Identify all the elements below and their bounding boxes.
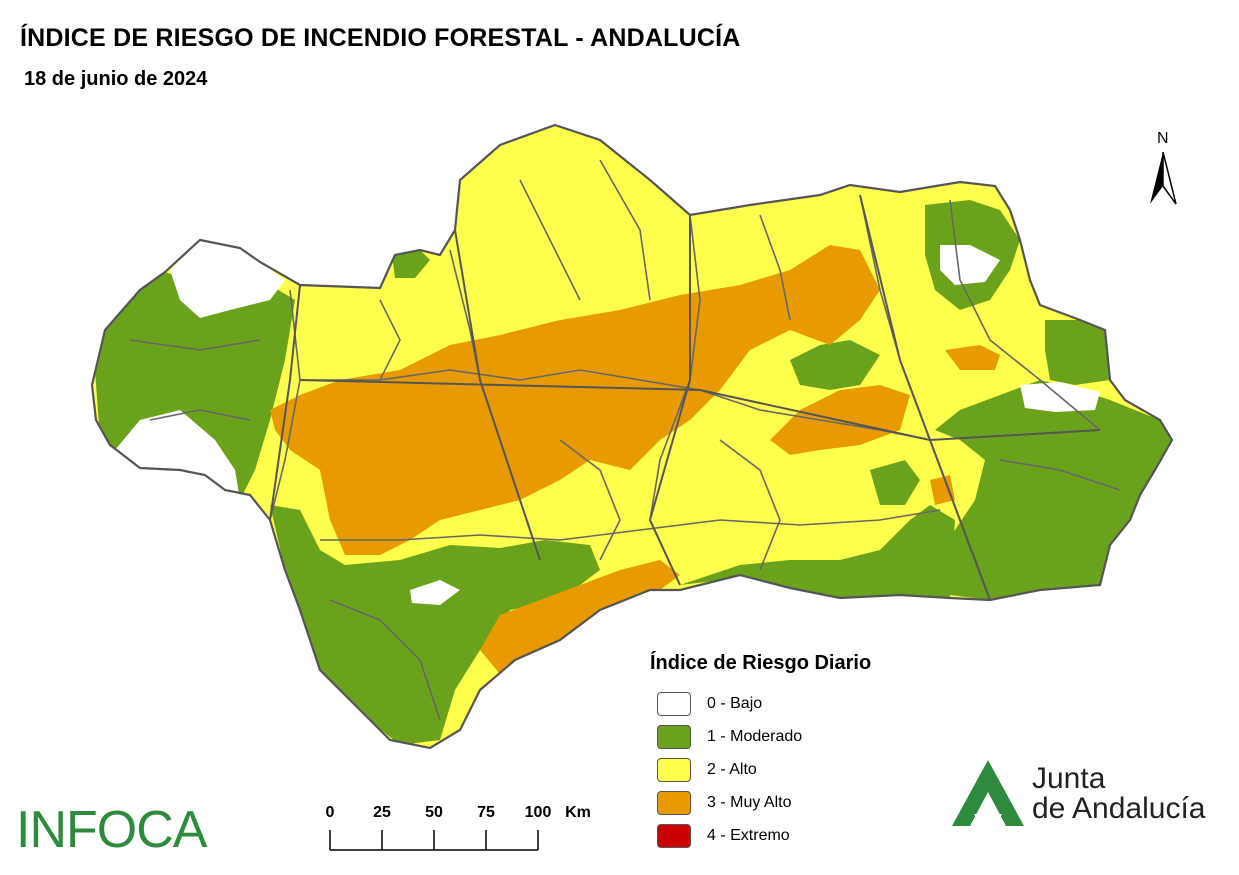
scale-tick-label: 75 <box>477 804 495 821</box>
legend-item-extremo: 4 - Extremo <box>650 819 871 852</box>
scale-bar: 0 25 50 75 100 Km <box>320 800 591 860</box>
zone-moderado-east <box>1045 320 1110 385</box>
legend-label: 4 - Extremo <box>707 826 790 844</box>
legend-swatch-extremo <box>657 823 691 848</box>
legend-label: 1 - Moderado <box>707 727 803 745</box>
zone-muy-alto-malaga <box>480 560 680 680</box>
andalucia-outline <box>90 123 1174 750</box>
legend-label: 3 - Muy Alto <box>707 793 792 811</box>
scale-tick-label: 100 <box>524 804 552 821</box>
zone-muy-alto-sierra <box>930 475 955 505</box>
zone-moderado-north <box>392 250 430 278</box>
legend: Índice de Riesgo Diario 0 - Bajo 1 - Mod… <box>650 652 871 852</box>
junta-line1: Junta <box>1032 762 1106 795</box>
legend-label: 0 - Bajo <box>707 694 763 712</box>
infoca-logo: INFOCA <box>16 801 207 859</box>
zone-muy-alto-guadalquivir <box>270 245 880 555</box>
zone-muy-alto-east <box>945 345 1000 370</box>
map-date: 18 de junio de 2024 <box>24 68 208 90</box>
scale-tick-label: 50 <box>425 804 443 821</box>
scale-tick-label: 0 <box>325 804 335 821</box>
scale-tick-label: 25 <box>373 804 391 821</box>
legend-swatch-moderado <box>657 724 691 749</box>
scale-unit-label: Km <box>565 804 591 821</box>
junta-line2: de Andalucía <box>1032 792 1206 825</box>
junta-andalucia-text: Junta de Andalucía <box>1032 764 1205 824</box>
zone-moderado-jaen <box>790 340 880 390</box>
north-label: N <box>1157 130 1169 147</box>
map-title: ÍNDICE DE RIESGO DE INCENDIO FORESTAL - … <box>20 24 741 52</box>
province-boundaries <box>269 194 1101 601</box>
zone-moderado-almeria <box>935 380 1172 600</box>
legend-label: 2 - Alto <box>707 760 757 778</box>
legend-item-moderado: 1 - Moderado <box>650 720 871 753</box>
zone-bajo-cazorla <box>940 245 1000 285</box>
scale-bar-line <box>329 830 539 851</box>
legend-item-alto: 2 - Alto <box>650 753 871 786</box>
legend-title: Índice de Riesgo Diario <box>650 652 872 674</box>
north-arrow-icon <box>1150 151 1177 205</box>
legend-swatch-muy-alto <box>657 790 691 815</box>
zone-bajo-cadiz <box>410 580 460 605</box>
zone-moderado-cadiz <box>270 505 600 745</box>
legend-swatch-bajo <box>657 691 691 716</box>
legend-item-muy-alto: 3 - Muy Alto <box>650 786 871 819</box>
zone-moderado-nevada <box>870 460 920 505</box>
legend-swatch-alto <box>657 757 691 782</box>
zone-moderado-granada-coast <box>680 505 955 598</box>
legend-item-bajo: 0 - Bajo <box>650 687 871 720</box>
risk-zones <box>92 125 1172 748</box>
junta-andalucia-logo-icon <box>952 760 1024 826</box>
